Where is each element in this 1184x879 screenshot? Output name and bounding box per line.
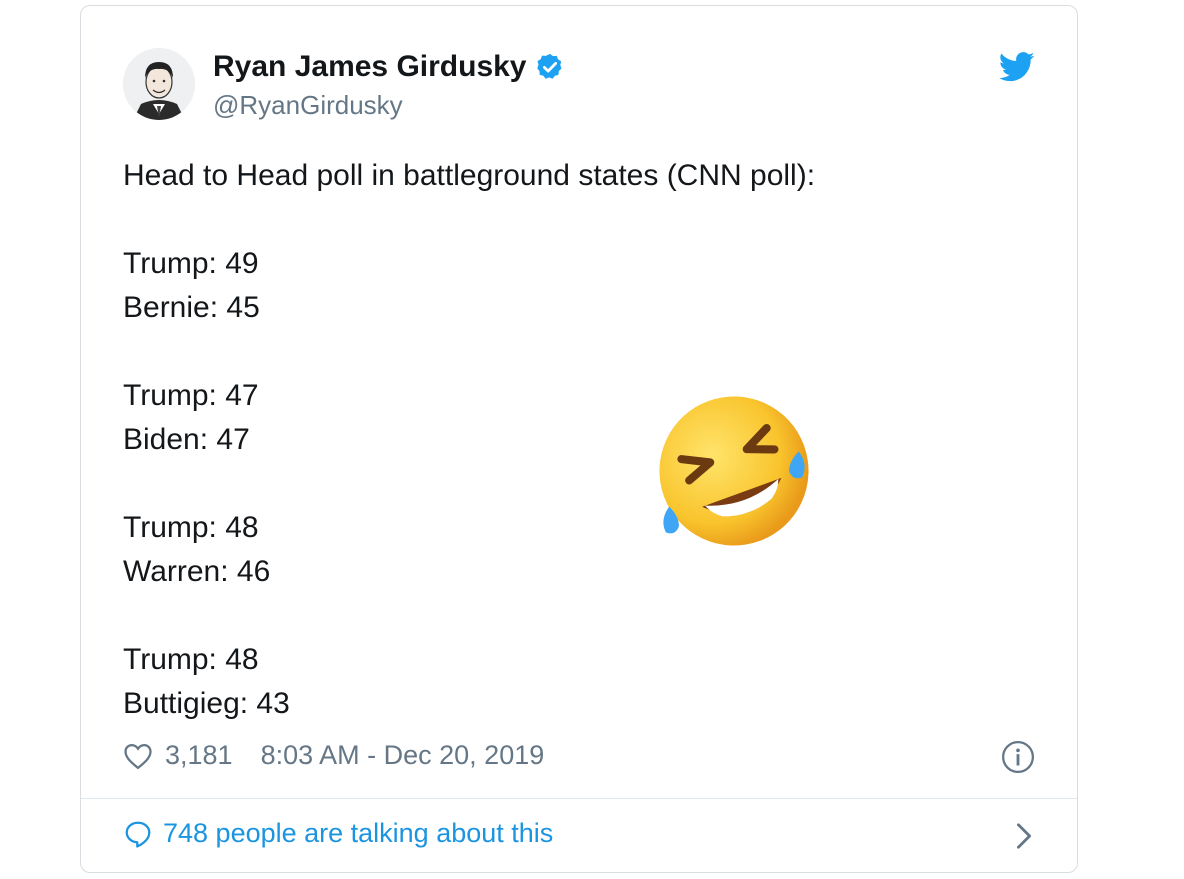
rolling-laughing-emoji-icon xyxy=(659,396,809,546)
divider xyxy=(81,798,1077,799)
avatar-portrait-icon xyxy=(123,48,195,120)
tweet-line: Biden: 47 xyxy=(123,423,250,456)
author-handle[interactable]: @RyanGirdusky xyxy=(213,90,403,120)
tweet-line: Trump: 48 xyxy=(123,511,259,544)
tweet-line: Bernie: 45 xyxy=(123,291,260,324)
author-name[interactable]: Ryan James Girdusky xyxy=(213,50,527,83)
talking-count-label[interactable]: 748 people are talking about this xyxy=(163,818,554,848)
tweet-text: Head to Head poll in battleground states… xyxy=(123,154,815,726)
timestamp[interactable]: 8:03 AM - Dec 20, 2019 xyxy=(260,740,545,770)
verified-badge-icon xyxy=(536,53,561,79)
avatar[interactable] xyxy=(123,48,195,120)
speech-bubble-icon xyxy=(125,821,151,848)
tweet-line: Trump: 49 xyxy=(123,247,259,280)
tweet-line: Head to Head poll in battleground states… xyxy=(123,159,816,192)
tweet-line: Trump: 48 xyxy=(123,643,259,676)
tweet-card: Ryan James Girdusky @RyanGirdusky Head t… xyxy=(80,5,1078,873)
heart-icon[interactable] xyxy=(123,742,153,770)
tweet-line: Buttigieg: 43 xyxy=(123,687,290,720)
tweet-meta: 3,181 8:03 AM - Dec 20, 2019 xyxy=(123,740,544,771)
author-name-row[interactable]: Ryan James Girdusky xyxy=(213,50,565,84)
info-icon[interactable] xyxy=(1001,740,1035,774)
like-count[interactable]: 3,181 xyxy=(165,740,233,770)
tweet-line: Warren: 46 xyxy=(123,555,271,588)
chevron-right-icon[interactable] xyxy=(1015,822,1033,850)
tweet-line: Trump: 47 xyxy=(123,379,259,412)
conversation-link[interactable]: 748 people are talking about this xyxy=(123,818,553,849)
twitter-bird-icon[interactable] xyxy=(999,52,1035,82)
